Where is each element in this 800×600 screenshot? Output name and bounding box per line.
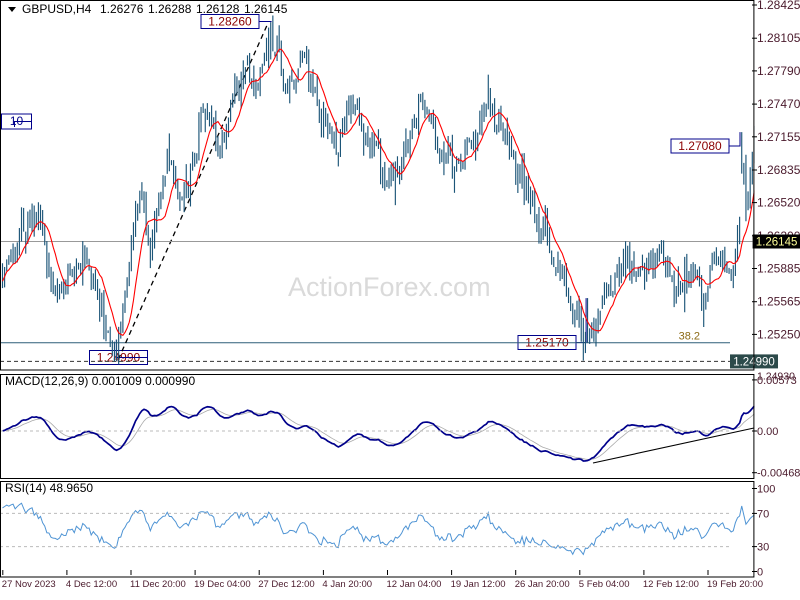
svg-text:1.25565: 1.25565	[757, 295, 800, 309]
svg-text:1.26128: 1.26128	[196, 2, 240, 16]
svg-text:1.28260: 1.28260	[208, 15, 252, 29]
svg-text:4 Jan 20:00: 4 Jan 20:00	[322, 579, 372, 590]
svg-text:-0.004685: -0.004685	[757, 468, 800, 480]
svg-text:ActionForex.com: ActionForex.com	[288, 272, 491, 302]
svg-text:38.2: 38.2	[679, 331, 700, 343]
svg-text:GBPUSD,H4: GBPUSD,H4	[22, 2, 92, 16]
svg-text:5 Feb 04:00: 5 Feb 04:00	[579, 579, 630, 590]
svg-text:1.26145: 1.26145	[756, 237, 798, 249]
svg-text:19 Dec 04:00: 19 Dec 04:00	[194, 579, 251, 590]
svg-text:1.27155: 1.27155	[757, 130, 800, 144]
svg-text:1.25885: 1.25885	[757, 262, 800, 276]
svg-text:100: 100	[757, 484, 775, 496]
svg-text:1.26288: 1.26288	[148, 2, 192, 16]
svg-text:27 Nov 2023: 27 Nov 2023	[2, 579, 56, 590]
svg-text:1.26276: 1.26276	[100, 2, 144, 16]
svg-text:1.28105: 1.28105	[757, 31, 800, 45]
svg-text:0.00: 0.00	[757, 426, 778, 438]
svg-text:1.27080: 1.27080	[678, 139, 722, 153]
svg-text:1.26145: 1.26145	[244, 2, 288, 16]
svg-text:1.26835: 1.26835	[757, 163, 800, 177]
svg-text:1.28425: 1.28425	[757, 0, 800, 12]
svg-text:1.25250: 1.25250	[757, 327, 800, 341]
svg-text:11 Dec 20:00: 11 Dec 20:00	[130, 579, 186, 590]
svg-text:19 Feb 20:00: 19 Feb 20:00	[707, 579, 763, 590]
svg-text:0: 0	[757, 567, 763, 579]
svg-text:12 Jan 04:00: 12 Jan 04:00	[387, 579, 442, 590]
svg-text:4 Dec 12:00: 4 Dec 12:00	[66, 579, 117, 590]
svg-text:1.26520: 1.26520	[757, 196, 800, 210]
svg-text:70: 70	[757, 508, 769, 520]
svg-text:30: 30	[757, 542, 769, 554]
svg-text:26 Jan 20:00: 26 Jan 20:00	[515, 579, 570, 590]
svg-text:RSI(14) 48.9650: RSI(14) 48.9650	[5, 481, 93, 495]
svg-text:1.24930: 1.24930	[757, 370, 795, 382]
svg-text:19 Jan 12:00: 19 Jan 12:00	[451, 579, 506, 590]
svg-text:1.27790: 1.27790	[757, 64, 800, 78]
svg-text:MACD(12,26,9) 0.001009 0.00099: MACD(12,26,9) 0.001009 0.000990	[5, 374, 195, 388]
svg-text:1.27470: 1.27470	[757, 97, 800, 111]
svg-text:12 Feb 12:00: 12 Feb 12:00	[643, 579, 699, 590]
svg-text:27 Dec 12:00: 27 Dec 12:00	[258, 579, 315, 590]
